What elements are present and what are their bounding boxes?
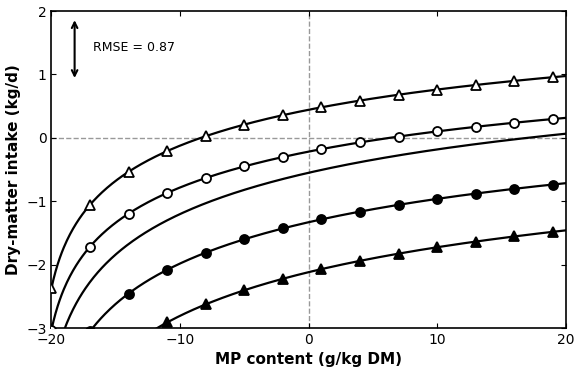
X-axis label: MP content (g/kg DM): MP content (g/kg DM) bbox=[215, 352, 402, 367]
Y-axis label: Dry-matter intake (kg/d): Dry-matter intake (kg/d) bbox=[6, 64, 20, 275]
Text: RMSE = 0.87: RMSE = 0.87 bbox=[93, 41, 175, 54]
